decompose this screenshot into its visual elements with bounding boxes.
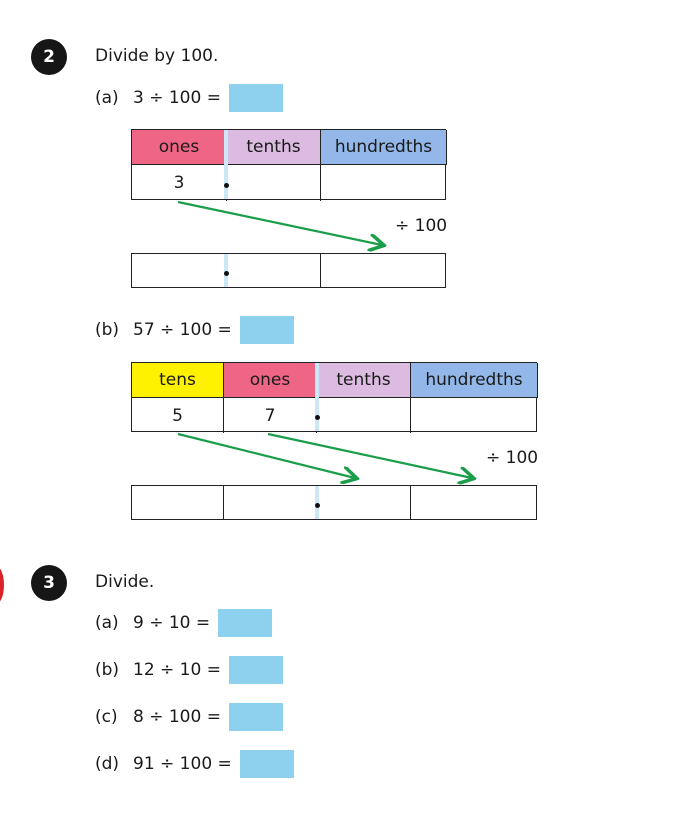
q2b-digit-tenths: [317, 398, 411, 433]
q3d-answer-box[interactable]: [239, 750, 294, 778]
q3a-answer-box[interactable]: [218, 609, 273, 637]
q2b-label: (b): [95, 320, 120, 340]
q3b-question: (b) 12 ÷ 10 =: [95, 656, 283, 684]
q3b-expression: 12 ÷ 10 =: [133, 660, 221, 680]
q2a-place-value-table: ones tenths hundredths 3: [131, 129, 447, 201]
q2a-digit-tenths: [227, 165, 321, 201]
q2b-question: (b) 57 ÷ 100 =: [95, 316, 294, 344]
q2a-operation-label: ÷ 100: [395, 216, 448, 236]
q2b-answer-table: [131, 485, 537, 520]
q3-instruction: Divide.: [95, 572, 155, 592]
q2b-header-hundredths: hundredths: [411, 363, 538, 398]
q3d-label: (d): [95, 754, 120, 774]
q2a-decimal-point: [224, 183, 229, 188]
q2b-answer-decimal-point: [315, 503, 320, 508]
q2b-answer-cell-hundredths[interactable]: [411, 486, 538, 519]
question-number-2: 2: [31, 39, 67, 75]
q2a-answer-cell-hundredths[interactable]: [321, 254, 447, 287]
q2a-header-hundredths: hundredths: [321, 130, 447, 165]
question-number-3-text: 3: [43, 573, 55, 593]
q2b-header-tens: tens: [132, 363, 224, 398]
q3a-question: (a) 9 ÷ 10 =: [95, 609, 273, 637]
q2-instruction: Divide by 100.: [95, 46, 219, 66]
page-edge-marker: [0, 566, 4, 604]
q3a-label: (a): [95, 613, 119, 633]
q2a-header-tenths: tenths: [227, 130, 321, 165]
q2a-header-ones: ones: [132, 130, 227, 165]
q2b-digit-tens: 5: [132, 398, 224, 433]
q3d-question: (d) 91 ÷ 100 =: [95, 750, 294, 778]
q2b-operation-label: ÷ 100: [486, 448, 539, 468]
q3b-answer-box[interactable]: [228, 656, 283, 684]
q3d-expression: 91 ÷ 100 =: [133, 754, 232, 774]
q2a-label: (a): [95, 88, 119, 108]
q2b-expression: 57 ÷ 100 =: [133, 320, 232, 340]
q2b-answer-box[interactable]: [239, 316, 294, 344]
q3a-expression: 9 ÷ 10 =: [133, 613, 211, 633]
q2b-answer-decimal-point-line: [315, 486, 319, 519]
q3c-question: (c) 8 ÷ 100 =: [95, 703, 283, 731]
q2b-place-value-table: tens ones tenths hundredths 5 7: [131, 362, 538, 433]
q2a-answer-decimal-point-line: [224, 254, 228, 287]
q2b-decimal-point-line: [315, 363, 319, 431]
question-number-2-text: 2: [43, 47, 55, 67]
q2b-header-ones: ones: [224, 363, 317, 398]
q2b-decimal-point: [315, 415, 320, 420]
q3c-expression: 8 ÷ 100 =: [133, 707, 221, 727]
q2b-answer-cell-tens[interactable]: [132, 486, 224, 519]
q2b-digit-hundredths: [411, 398, 538, 433]
q3c-answer-box[interactable]: [228, 703, 283, 731]
question-number-3: 3: [31, 565, 67, 601]
q2a-expression: 3 ÷ 100 =: [133, 88, 221, 108]
q2b-header-tenths: tenths: [317, 363, 411, 398]
q2a-answer-decimal-point: [224, 271, 229, 276]
q2a-answer-box[interactable]: [228, 84, 283, 112]
q2b-answer-cell-ones[interactable]: [224, 486, 317, 519]
q2a-answer-cell-ones[interactable]: [132, 254, 227, 287]
q2a-decimal-point-line: [224, 130, 228, 199]
q2b-digit-ones: 7: [224, 398, 317, 433]
q3b-label: (b): [95, 660, 120, 680]
q2a-answer-table: [131, 253, 446, 288]
q2b-answer-cell-tenths[interactable]: [317, 486, 411, 519]
q2a-question: (a) 3 ÷ 100 =: [95, 84, 283, 112]
q3c-label: (c): [95, 707, 118, 727]
q2a-answer-cell-tenths[interactable]: [227, 254, 321, 287]
